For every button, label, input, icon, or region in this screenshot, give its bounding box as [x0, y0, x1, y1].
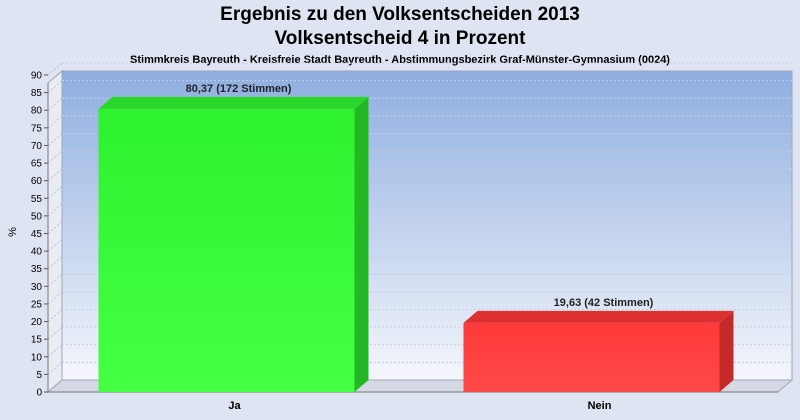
gridline-side — [47, 133, 63, 146]
y-tick-label: 10 — [31, 352, 43, 363]
y-tick-label: 40 — [31, 247, 43, 258]
y-tick-label: 25 — [31, 299, 43, 310]
data-label: 19,63 (42 Stimmen) — [554, 297, 654, 309]
y-tick-label: 75 — [31, 123, 43, 134]
gridline-side — [47, 309, 63, 322]
gridline-side — [47, 97, 63, 111]
y-tick-label: 35 — [31, 264, 43, 275]
y-tick-label: 90 — [31, 71, 43, 82]
y-tick-label: 30 — [31, 282, 43, 293]
plot-side-wall — [47, 69, 63, 394]
gridline-side — [47, 115, 63, 129]
y-tick-label: 15 — [31, 335, 43, 346]
y-tick-label: 85 — [31, 88, 43, 99]
x-tick-label: Nein — [588, 400, 612, 412]
bar-nein — [463, 322, 720, 392]
bar-side-ja — [354, 96, 369, 392]
chart-title: Ergebnis zu den Volksentscheiden 2013 — [220, 4, 580, 25]
y-tick-label: 80 — [31, 106, 43, 117]
gridline-side — [47, 221, 63, 234]
y-tick-label: 60 — [31, 176, 43, 187]
gridline-side — [47, 203, 63, 217]
y-tick-label: 45 — [31, 229, 43, 240]
gridline-side — [47, 80, 63, 93]
gridline-side — [47, 291, 63, 305]
gridline-side — [47, 256, 63, 270]
y-tick-label: 65 — [31, 159, 43, 170]
bar-side-nein — [719, 310, 734, 392]
gridline-side — [47, 185, 63, 199]
bar-top-nein — [463, 310, 734, 323]
gridline-side — [47, 344, 63, 358]
data-label: 80,37 (172 Stimmen) — [186, 83, 292, 95]
bar-ja — [98, 108, 355, 392]
y-tick-label: 5 — [36, 370, 42, 381]
y-tick-label: 55 — [31, 194, 43, 205]
gridline-side — [47, 362, 63, 375]
gridline-side — [47, 238, 63, 252]
gridline-side — [47, 62, 63, 76]
y-tick-label: 20 — [31, 317, 43, 328]
x-tick-label: Ja — [228, 400, 241, 412]
gridline-side — [47, 150, 63, 164]
gridline-side — [47, 273, 63, 287]
bar-top-ja — [98, 96, 369, 109]
gridline-side — [47, 326, 63, 340]
y-tick-label: 50 — [31, 211, 43, 222]
chart-subtitle-main: Volksentscheid 4 in Prozent — [274, 28, 526, 49]
y-tick-label: 70 — [31, 141, 43, 152]
y-tick-label: 0 — [36, 388, 42, 399]
gridline-side — [47, 168, 63, 182]
